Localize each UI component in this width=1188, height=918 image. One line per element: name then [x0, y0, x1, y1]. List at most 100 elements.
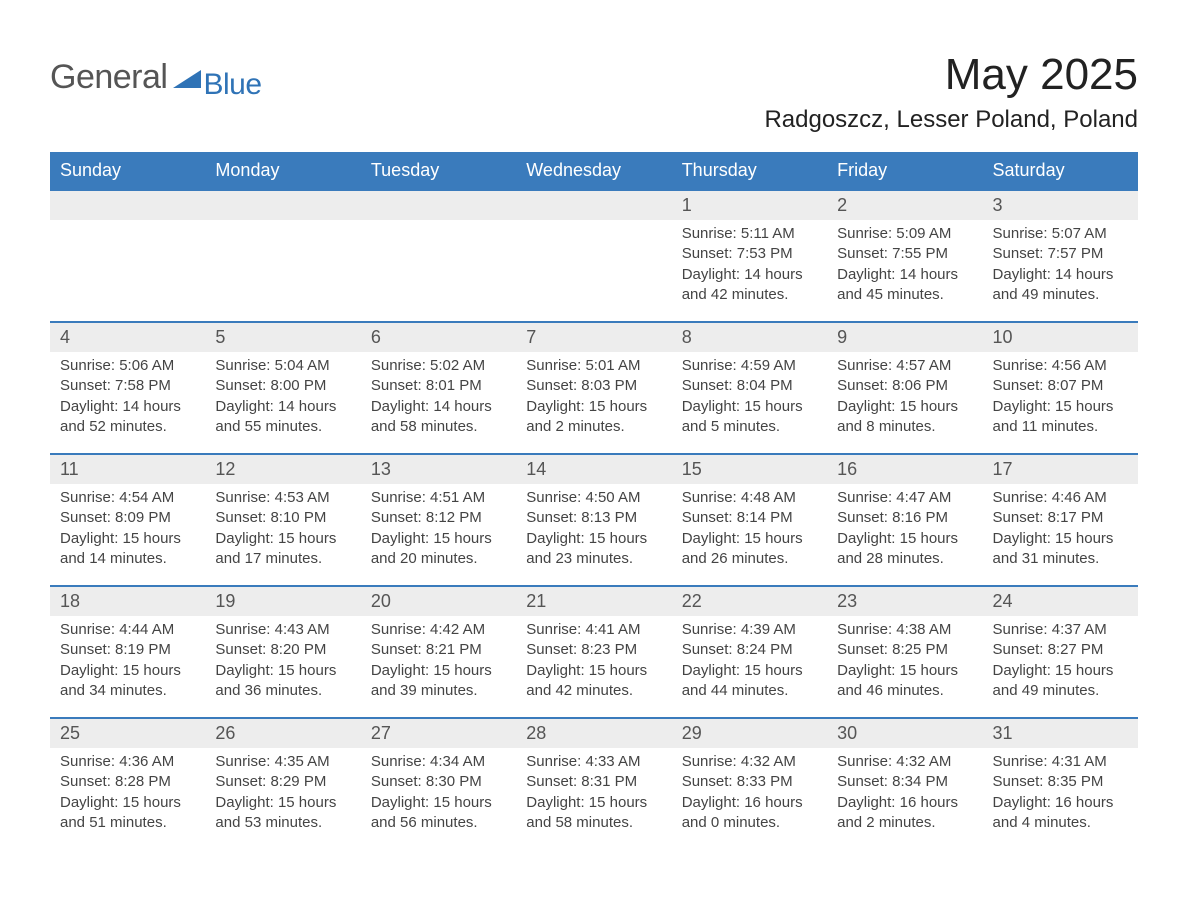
- day-number: 6: [361, 323, 516, 352]
- weekday-header: Saturday: [983, 152, 1138, 190]
- day-details: Sunrise: 4:50 AMSunset: 8:13 PMDaylight:…: [516, 484, 671, 585]
- logo-triangle-icon: [173, 68, 201, 93]
- sunset-line: Sunset: 8:21 PM: [371, 640, 506, 660]
- sunrise-line: Sunrise: 4:36 AM: [60, 752, 195, 772]
- sunset-line: Sunset: 8:12 PM: [371, 508, 506, 528]
- sunset-line: Sunset: 8:35 PM: [993, 772, 1128, 792]
- day-details: Sunrise: 4:37 AMSunset: 8:27 PMDaylight:…: [983, 616, 1138, 717]
- day-number: 13: [361, 455, 516, 484]
- sunrise-line: Sunrise: 4:46 AM: [993, 488, 1128, 508]
- calendar-cell: 19Sunrise: 4:43 AMSunset: 8:20 PMDayligh…: [205, 586, 360, 718]
- sunrise-line: Sunrise: 4:35 AM: [215, 752, 350, 772]
- weekday-header: Sunday: [50, 152, 205, 190]
- day-number: 8: [672, 323, 827, 352]
- sunset-line: Sunset: 8:34 PM: [837, 772, 972, 792]
- calendar-cell: 28Sunrise: 4:33 AMSunset: 8:31 PMDayligh…: [516, 718, 671, 849]
- day-number: 24: [983, 587, 1138, 616]
- sunrise-line: Sunrise: 5:06 AM: [60, 356, 195, 376]
- daylight-line: Daylight: 15 hours and 34 minutes.: [60, 661, 195, 702]
- day-number: [361, 191, 516, 220]
- sunrise-line: Sunrise: 4:33 AM: [526, 752, 661, 772]
- daylight-line: Daylight: 16 hours and 2 minutes.: [837, 793, 972, 834]
- calendar-cell: 15Sunrise: 4:48 AMSunset: 8:14 PMDayligh…: [672, 454, 827, 586]
- day-number: 18: [50, 587, 205, 616]
- sunrise-line: Sunrise: 5:11 AM: [682, 224, 817, 244]
- daylight-line: Daylight: 15 hours and 26 minutes.: [682, 529, 817, 570]
- calendar-cell: 3Sunrise: 5:07 AMSunset: 7:57 PMDaylight…: [983, 190, 1138, 322]
- calendar-cell: 14Sunrise: 4:50 AMSunset: 8:13 PMDayligh…: [516, 454, 671, 586]
- logo-text-blue: Blue: [203, 68, 261, 102]
- day-number: 27: [361, 719, 516, 748]
- daylight-line: Daylight: 15 hours and 49 minutes.: [993, 661, 1128, 702]
- sunrise-line: Sunrise: 5:09 AM: [837, 224, 972, 244]
- day-number: 22: [672, 587, 827, 616]
- calendar-cell-blank: [50, 190, 205, 322]
- day-details: Sunrise: 5:04 AMSunset: 8:00 PMDaylight:…: [205, 352, 360, 453]
- sunrise-line: Sunrise: 4:50 AM: [526, 488, 661, 508]
- sunrise-line: Sunrise: 4:48 AM: [682, 488, 817, 508]
- calendar-cell: 1Sunrise: 5:11 AMSunset: 7:53 PMDaylight…: [672, 190, 827, 322]
- weekday-header: Thursday: [672, 152, 827, 190]
- logo-text-general: General: [50, 58, 167, 97]
- day-number: 25: [50, 719, 205, 748]
- sunset-line: Sunset: 8:17 PM: [993, 508, 1128, 528]
- day-number: 3: [983, 191, 1138, 220]
- calendar-cell-blank: [205, 190, 360, 322]
- daylight-line: Daylight: 16 hours and 4 minutes.: [993, 793, 1128, 834]
- calendar-week-row: 1Sunrise: 5:11 AMSunset: 7:53 PMDaylight…: [50, 190, 1138, 322]
- sunset-line: Sunset: 8:06 PM: [837, 376, 972, 396]
- sunrise-line: Sunrise: 5:01 AM: [526, 356, 661, 376]
- calendar-week-row: 4Sunrise: 5:06 AMSunset: 7:58 PMDaylight…: [50, 322, 1138, 454]
- sunrise-line: Sunrise: 4:54 AM: [60, 488, 195, 508]
- sunrise-line: Sunrise: 4:56 AM: [993, 356, 1128, 376]
- day-details: Sunrise: 4:48 AMSunset: 8:14 PMDaylight:…: [672, 484, 827, 585]
- calendar-cell: 24Sunrise: 4:37 AMSunset: 8:27 PMDayligh…: [983, 586, 1138, 718]
- daylight-line: Daylight: 15 hours and 36 minutes.: [215, 661, 350, 702]
- sunrise-line: Sunrise: 4:34 AM: [371, 752, 506, 772]
- day-details: Sunrise: 4:41 AMSunset: 8:23 PMDaylight:…: [516, 616, 671, 717]
- day-details: Sunrise: 4:32 AMSunset: 8:33 PMDaylight:…: [672, 748, 827, 849]
- calendar-cell: 30Sunrise: 4:32 AMSunset: 8:34 PMDayligh…: [827, 718, 982, 849]
- sunrise-line: Sunrise: 4:32 AM: [682, 752, 817, 772]
- page: General Blue May 2025 Radgoszcz, Lesser …: [0, 0, 1188, 918]
- calendar-cell: 27Sunrise: 4:34 AMSunset: 8:30 PMDayligh…: [361, 718, 516, 849]
- sunset-line: Sunset: 8:20 PM: [215, 640, 350, 660]
- daylight-line: Daylight: 14 hours and 52 minutes.: [60, 397, 195, 438]
- weekday-header: Wednesday: [516, 152, 671, 190]
- day-details: Sunrise: 4:59 AMSunset: 8:04 PMDaylight:…: [672, 352, 827, 453]
- calendar-cell: 5Sunrise: 5:04 AMSunset: 8:00 PMDaylight…: [205, 322, 360, 454]
- daylight-line: Daylight: 15 hours and 23 minutes.: [526, 529, 661, 570]
- daylight-line: Daylight: 15 hours and 31 minutes.: [993, 529, 1128, 570]
- sunset-line: Sunset: 8:16 PM: [837, 508, 972, 528]
- sunrise-line: Sunrise: 4:44 AM: [60, 620, 195, 640]
- day-details: Sunrise: 4:31 AMSunset: 8:35 PMDaylight:…: [983, 748, 1138, 849]
- sunset-line: Sunset: 8:33 PM: [682, 772, 817, 792]
- calendar-week-row: 18Sunrise: 4:44 AMSunset: 8:19 PMDayligh…: [50, 586, 1138, 718]
- sunset-line: Sunset: 7:57 PM: [993, 244, 1128, 264]
- day-details: Sunrise: 4:35 AMSunset: 8:29 PMDaylight:…: [205, 748, 360, 849]
- sunrise-line: Sunrise: 4:38 AM: [837, 620, 972, 640]
- daylight-line: Daylight: 15 hours and 56 minutes.: [371, 793, 506, 834]
- daylight-line: Daylight: 16 hours and 0 minutes.: [682, 793, 817, 834]
- day-details: [516, 220, 671, 312]
- calendar-cell: 20Sunrise: 4:42 AMSunset: 8:21 PMDayligh…: [361, 586, 516, 718]
- day-details: Sunrise: 4:47 AMSunset: 8:16 PMDaylight:…: [827, 484, 982, 585]
- sunset-line: Sunset: 8:07 PM: [993, 376, 1128, 396]
- day-number: 10: [983, 323, 1138, 352]
- daylight-line: Daylight: 15 hours and 53 minutes.: [215, 793, 350, 834]
- day-number: 1: [672, 191, 827, 220]
- calendar-cell: 12Sunrise: 4:53 AMSunset: 8:10 PMDayligh…: [205, 454, 360, 586]
- day-details: Sunrise: 4:54 AMSunset: 8:09 PMDaylight:…: [50, 484, 205, 585]
- calendar-cell: 17Sunrise: 4:46 AMSunset: 8:17 PMDayligh…: [983, 454, 1138, 586]
- sunrise-line: Sunrise: 5:04 AM: [215, 356, 350, 376]
- sunset-line: Sunset: 8:28 PM: [60, 772, 195, 792]
- sunrise-line: Sunrise: 5:07 AM: [993, 224, 1128, 244]
- day-details: Sunrise: 5:06 AMSunset: 7:58 PMDaylight:…: [50, 352, 205, 453]
- day-number: 23: [827, 587, 982, 616]
- calendar-cell: 18Sunrise: 4:44 AMSunset: 8:19 PMDayligh…: [50, 586, 205, 718]
- weekday-header: Monday: [205, 152, 360, 190]
- sunrise-line: Sunrise: 4:41 AM: [526, 620, 661, 640]
- calendar-cell: 22Sunrise: 4:39 AMSunset: 8:24 PMDayligh…: [672, 586, 827, 718]
- day-details: Sunrise: 4:34 AMSunset: 8:30 PMDaylight:…: [361, 748, 516, 849]
- calendar-cell: 8Sunrise: 4:59 AMSunset: 8:04 PMDaylight…: [672, 322, 827, 454]
